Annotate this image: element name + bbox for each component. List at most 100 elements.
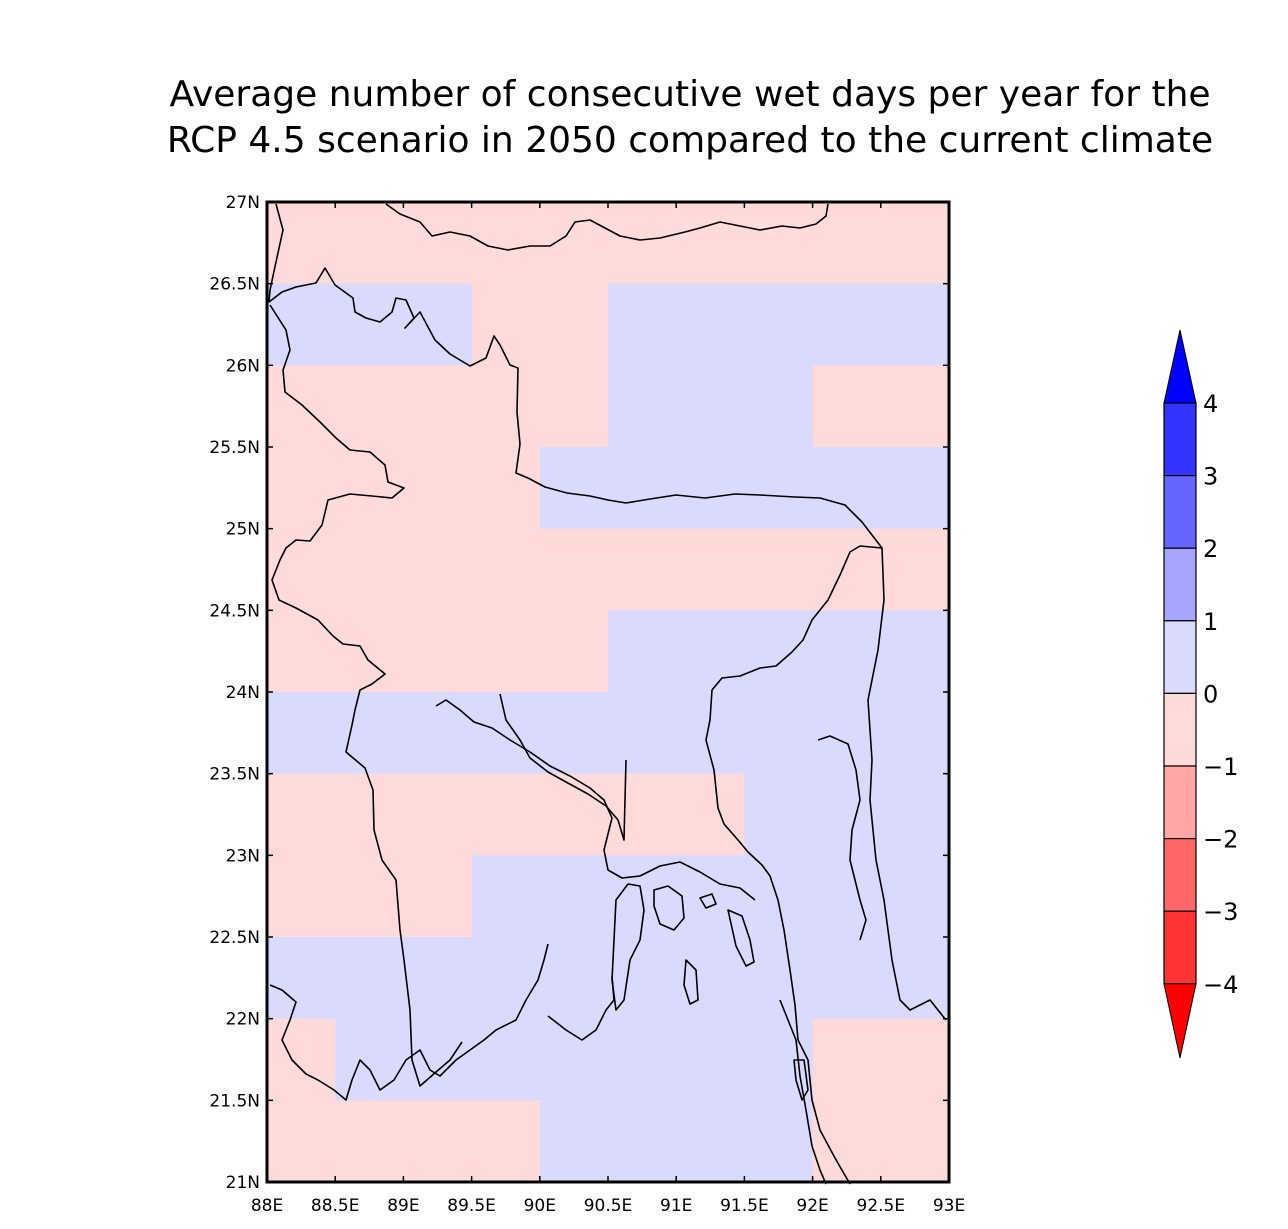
grid-cell	[403, 1100, 473, 1183]
grid-cell	[539, 1100, 609, 1183]
delta-island-5	[683, 959, 699, 1005]
colorbar-band	[1163, 620, 1197, 694]
grid-cell	[812, 1100, 882, 1183]
grid-cell	[471, 855, 541, 938]
grid-cell	[335, 365, 404, 448]
grid-cell	[539, 937, 609, 1020]
grid-cell	[267, 937, 336, 1020]
colorbar-band	[1163, 475, 1197, 549]
east-border	[867, 547, 947, 1021]
grid-cell	[880, 1100, 950, 1183]
delta-island-2	[653, 885, 685, 931]
grid-cell	[267, 447, 336, 530]
grid-cell	[539, 692, 609, 775]
grid-cell	[812, 528, 882, 611]
grid-cell	[471, 610, 541, 693]
sundarbans-coast	[269, 943, 615, 1101]
grid-cell	[539, 202, 609, 285]
axes: 88E 88.5E 89E 89.5E 90E 90.5E 91E 91.5E 92E 92.5E…	[209, 193, 965, 1216]
grid-cell	[744, 773, 814, 856]
y-tick-label: 22N	[226, 1010, 260, 1030]
colorbar-label: 4	[1203, 390, 1218, 418]
grid-cell	[608, 610, 677, 693]
grid-cell	[676, 202, 745, 285]
colorbar-label: 2	[1203, 535, 1218, 563]
grid-cell	[608, 692, 677, 775]
colorbar-band	[1163, 910, 1197, 985]
y-tick-label: 21N	[226, 1173, 260, 1193]
x-tick-label: 88.5E	[311, 1196, 360, 1216]
grid-cell	[267, 202, 336, 285]
colorbar-band	[1163, 837, 1197, 912]
y-tick-label: 26.5N	[209, 275, 260, 295]
grid-cell	[880, 528, 950, 611]
grid-cell	[676, 447, 745, 530]
grid-cell	[812, 447, 882, 530]
grid-cell	[471, 1100, 541, 1183]
grid-cell	[267, 610, 336, 693]
grid-cell	[608, 447, 677, 530]
colorbar-band	[1163, 765, 1197, 840]
grid-cell	[812, 610, 882, 693]
grid-cell	[880, 937, 950, 1020]
coastline-north-border	[268, 203, 883, 1185]
colorbar-label: −1	[1203, 753, 1238, 781]
grid-cell	[744, 283, 814, 366]
colorbar-label: −3	[1203, 898, 1238, 926]
grid-cell	[267, 855, 336, 938]
colorbar-label: 0	[1203, 680, 1218, 708]
grid-cell	[267, 773, 336, 856]
grid-cell	[676, 365, 745, 448]
grid-cell	[539, 610, 609, 693]
grid-cell	[676, 283, 745, 366]
grid-cell	[267, 365, 336, 448]
y-tick-label: 21.5N	[209, 1091, 260, 1111]
grid-cell	[539, 283, 609, 366]
grid-cell	[812, 692, 882, 775]
coastline-west-border	[269, 304, 463, 1087]
x-tick-label: 92.5E	[857, 1196, 906, 1216]
colorbar-label: −4	[1203, 971, 1238, 999]
y-tick-label: 22.5N	[209, 928, 260, 948]
grid-cell	[335, 283, 404, 366]
grid-cell	[539, 855, 609, 938]
grid-cell	[812, 202, 882, 285]
grid-cell	[676, 1018, 745, 1101]
y-tick-label: 24N	[226, 683, 260, 703]
grid-cell	[403, 937, 473, 1020]
grid-cell	[403, 447, 473, 530]
delta-island-4	[727, 909, 755, 967]
colorbar-band	[1163, 692, 1197, 767]
x-tick-label: 93E	[933, 1196, 965, 1216]
grid-cell	[267, 1018, 336, 1101]
grid-cell	[812, 937, 882, 1020]
grid-cell	[267, 283, 336, 366]
grid-cell	[676, 610, 745, 693]
grid-cell	[335, 692, 404, 775]
colorbar-label: 1	[1203, 608, 1218, 636]
colorbar-band	[1163, 402, 1197, 477]
coastline-southeast	[779, 999, 827, 1185]
grid-cell	[471, 1018, 541, 1101]
colorbar-bottom-arrow	[1163, 983, 1197, 1059]
grid-cell	[608, 202, 677, 285]
y-tick-label: 25.5N	[209, 438, 260, 458]
x-tick-label: 90.5E	[584, 1196, 633, 1216]
x-tick-label: 89E	[387, 1196, 419, 1216]
x-tick-label: 89.5E	[447, 1196, 496, 1216]
grid-cell	[608, 773, 677, 856]
grid-cell	[403, 610, 473, 693]
river-east	[817, 735, 867, 941]
grid-cell	[335, 447, 404, 530]
x-tick-label: 88E	[251, 1196, 283, 1216]
grid-cell	[403, 855, 473, 938]
x-tick-label: 90E	[524, 1196, 556, 1216]
grid-cell	[880, 610, 950, 693]
coastline-borders	[268, 203, 947, 1185]
grid-cell	[539, 528, 609, 611]
grid-cell	[744, 855, 814, 938]
grid-cell	[880, 855, 950, 938]
grid-cell	[812, 1018, 882, 1101]
grid-cell	[267, 692, 336, 775]
title-line-1: Average number of consecutive wet days p…	[169, 74, 1211, 115]
